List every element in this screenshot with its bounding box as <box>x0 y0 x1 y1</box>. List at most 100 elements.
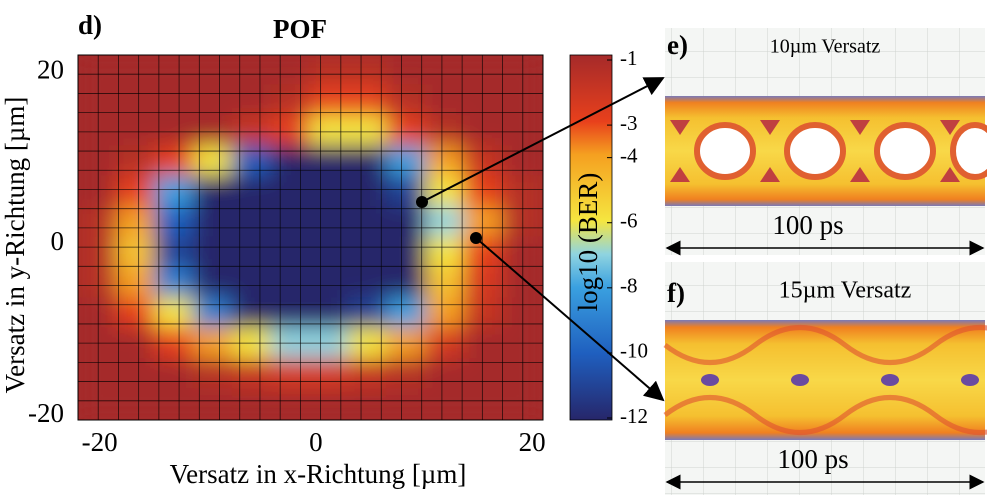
colorbar-tick-label: -12 <box>620 404 648 428</box>
heat-cell <box>116 115 157 148</box>
heat-cell <box>347 175 389 208</box>
pointer-arrow <box>475 237 665 402</box>
heat-cell <box>308 55 350 87</box>
heat-cell <box>347 358 389 391</box>
colorbar: -1 -3 -4 -6 -8 -10 -12 <box>569 46 648 428</box>
x-tick-label: 0 <box>309 427 323 457</box>
heat-cell <box>231 236 273 269</box>
heat-cell <box>116 55 157 87</box>
heat-cell <box>270 55 312 87</box>
heat-cell <box>78 55 118 87</box>
heat-cell <box>231 175 273 208</box>
eye-traces <box>663 325 987 435</box>
heat-cell <box>231 297 273 330</box>
x-tick-label: -20 <box>82 427 118 457</box>
colorbar-title: log10 (BER) <box>573 173 603 312</box>
heat-cell <box>270 266 312 299</box>
heat-cell <box>347 206 389 239</box>
heat-cell <box>463 388 504 420</box>
y-axis-title: Versatz in y-Richtung [µm] <box>0 97 30 394</box>
heat-cell <box>270 175 312 208</box>
heat-cell <box>425 327 467 360</box>
heat-cell <box>463 145 504 178</box>
heat-cell <box>153 115 195 148</box>
heat-cell <box>463 236 504 269</box>
heat-cell <box>270 297 312 330</box>
eye-crossings <box>670 120 960 182</box>
heat-cell <box>270 358 312 391</box>
heat-cell <box>386 327 428 360</box>
plot-frame <box>77 54 544 421</box>
pointer-arrow <box>421 77 665 203</box>
y-tick-label: 0 <box>51 226 65 256</box>
panel-label: d) <box>78 10 102 40</box>
eye-centers <box>701 374 979 386</box>
heat-cell <box>386 115 428 148</box>
heat-cell <box>270 236 312 269</box>
heat-cell <box>231 145 273 178</box>
heat-cell <box>463 358 504 391</box>
heat-cell <box>425 206 467 239</box>
heat-cell <box>386 206 428 239</box>
heat-cell <box>347 115 389 148</box>
heat-cell <box>153 84 195 117</box>
eye-openings <box>694 122 987 180</box>
heat-cell <box>78 327 118 360</box>
heat-cell <box>116 236 157 269</box>
heat-cell <box>116 175 157 208</box>
heat-cell <box>425 297 467 330</box>
heat-cell <box>231 206 273 239</box>
colorbar-tick-label: -10 <box>620 339 648 363</box>
heat-cell <box>463 206 504 239</box>
heat-cell <box>153 55 195 87</box>
heat-cell <box>308 236 350 269</box>
heat-cell <box>270 84 312 117</box>
heat-cell <box>463 84 504 117</box>
heat-cell <box>463 55 504 87</box>
heat-cell <box>78 145 118 178</box>
heat-cell <box>153 266 195 299</box>
colorbar-tick-label: -6 <box>620 209 638 233</box>
pointer-dot <box>470 232 482 244</box>
heat-cell <box>463 115 504 148</box>
heat-cell <box>347 388 389 420</box>
heat-cell <box>78 266 118 299</box>
x-tick-label: 20 <box>519 427 546 457</box>
heat-cell <box>116 206 157 239</box>
heat-cell <box>425 115 467 148</box>
heat-cell <box>347 55 389 87</box>
heat-cell <box>386 358 428 391</box>
heat-cell <box>78 84 118 117</box>
heat-cell <box>347 327 389 360</box>
span-label: 100 ps <box>772 210 843 240</box>
heat-cell <box>386 236 428 269</box>
heat-cell <box>270 388 312 420</box>
heat-cell <box>153 358 195 391</box>
heat-cell <box>153 236 195 269</box>
heat-cell <box>270 115 312 148</box>
heat-cell <box>153 175 195 208</box>
heat-cell <box>347 84 389 117</box>
heat-cell <box>425 84 467 117</box>
heat-cell <box>463 297 504 330</box>
y-tick-label: -20 <box>28 398 64 428</box>
heat-cell <box>231 327 273 360</box>
heat-cell <box>425 175 467 208</box>
heat-cell <box>463 266 504 299</box>
eye-title: 10µm Versatz <box>770 36 881 58</box>
panel-label: e) <box>667 30 688 60</box>
x-axis-title: Versatz in x-Richtung [µm] <box>170 459 467 489</box>
heat-cell <box>463 175 504 208</box>
heat-cell <box>78 358 118 391</box>
heat-cell <box>78 297 118 330</box>
heat-cell <box>308 84 350 117</box>
heat-cell <box>116 145 157 178</box>
heat-cell <box>347 266 389 299</box>
chart-title: POF <box>273 14 327 44</box>
heat-cell <box>231 115 273 148</box>
heat-cell <box>347 297 389 330</box>
colorbar-tick-label: -1 <box>620 46 638 70</box>
heat-cell <box>78 388 118 420</box>
heat-cell <box>116 327 157 360</box>
